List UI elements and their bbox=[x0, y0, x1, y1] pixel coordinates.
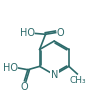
Text: O: O bbox=[56, 28, 64, 38]
Text: O: O bbox=[21, 82, 28, 92]
Text: CH₃: CH₃ bbox=[69, 76, 86, 85]
Text: HO: HO bbox=[3, 63, 18, 73]
Text: N: N bbox=[51, 70, 58, 80]
Text: HO: HO bbox=[20, 28, 35, 38]
